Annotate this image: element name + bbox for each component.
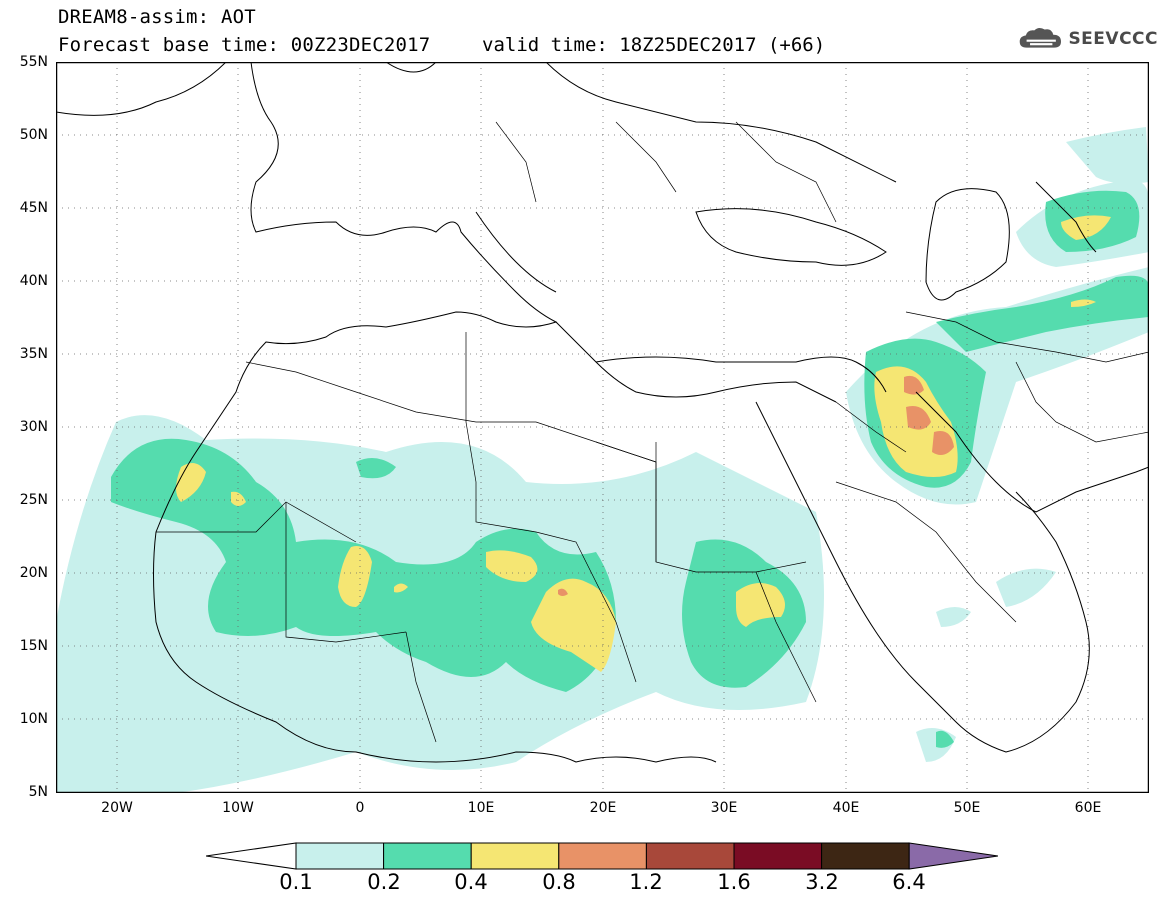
colorbar-swatch-6: [821, 842, 910, 870]
colorbar-label: 0.8: [542, 870, 576, 894]
colorbar-swatch-4: [645, 842, 735, 870]
base-time: Forecast base time: 00Z23DEC2017: [58, 34, 431, 56]
product-title: DREAM8-assim: AOT: [58, 6, 256, 28]
lat-label: 15N: [19, 638, 48, 654]
colorbar-label: 0.1: [279, 870, 313, 894]
colorbar-swatch-1: [383, 842, 472, 870]
colorbar-high-arrow: [908, 842, 998, 870]
country-borders: [156, 121, 1149, 743]
colorbar-label: 3.2: [805, 870, 839, 894]
lon-label: 20W: [101, 800, 133, 816]
lat-label: 20N: [19, 565, 48, 581]
lon-label: 30E: [710, 800, 738, 816]
lon-label: 10E: [467, 800, 495, 816]
lat-label: 25N: [19, 492, 48, 508]
colorbar-label: 0.4: [454, 870, 488, 894]
colorbar-swatch-2: [470, 842, 560, 870]
aot-level-0.8: [558, 375, 954, 596]
colorbar-swatch-3: [558, 842, 647, 870]
colorbar-swatch-0: [295, 842, 385, 870]
valid-time: valid time: 18Z25DEC2017 (+66): [482, 34, 826, 56]
gridlines: [56, 62, 1149, 793]
lon-label: 60E: [1074, 800, 1102, 816]
lat-label: 35N: [19, 346, 48, 362]
colorbar-low-arrow: [206, 842, 297, 870]
lat-label: 50N: [19, 127, 48, 143]
lon-label: 20E: [589, 800, 617, 816]
cloud-logo-icon: [1019, 28, 1061, 48]
lon-label: 40E: [832, 800, 860, 816]
colorbar-swatch-5: [733, 842, 823, 870]
coastlines: [56, 62, 1149, 763]
lat-label: 5N: [28, 784, 48, 800]
lon-label: 10W: [222, 800, 254, 816]
colorbar-label: 0.2: [367, 870, 401, 894]
lat-label: 45N: [19, 200, 48, 216]
lat-label: 40N: [19, 273, 48, 289]
colorbar-label: 1.2: [629, 870, 663, 894]
lat-label: 10N: [19, 711, 48, 727]
logo-text: SEEVCCC: [1068, 29, 1158, 49]
colorbar-label: 6.4: [892, 870, 926, 894]
lat-label: 30N: [19, 419, 48, 435]
lon-label: 0: [355, 800, 365, 816]
lon-label: 50E: [953, 800, 981, 816]
aot-map: [56, 62, 1149, 793]
seevccc-logo: SEEVCCC: [1018, 24, 1158, 54]
map-frame: [56, 62, 1149, 793]
colorbar-label: 1.6: [717, 870, 751, 894]
colorbar: [206, 842, 998, 870]
lat-label: 55N: [19, 54, 48, 70]
